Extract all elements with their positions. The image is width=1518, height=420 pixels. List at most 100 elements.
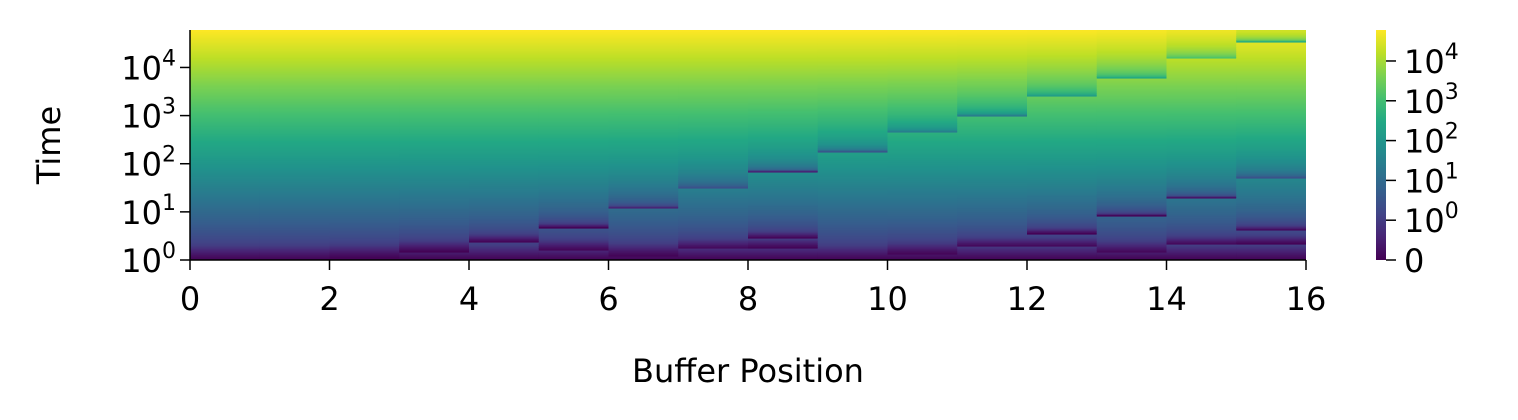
heatmap-cell [817, 118, 889, 121]
heatmap-cell [957, 170, 1028, 173]
heatmap-cell [678, 122, 749, 125]
heatmap-cell [329, 222, 400, 225]
heatmap-cell [678, 120, 749, 123]
heatmap-cell [957, 104, 1028, 107]
heatmap-cell [190, 156, 261, 159]
heatmap-cell [1166, 176, 1237, 179]
heatmap-cell [957, 138, 1028, 141]
colorbar-tick-label: 104 [1404, 40, 1459, 81]
heatmap-cell [817, 194, 889, 197]
heatmap-cell [1166, 124, 1237, 127]
heatmap-cell [190, 258, 261, 260]
heatmap-cell [817, 234, 889, 237]
heatmap-cell [399, 168, 470, 171]
heatmap-cell [538, 198, 610, 201]
heatmap-cell [608, 54, 679, 57]
heatmap-cell [329, 62, 400, 65]
heatmap-cell [259, 60, 331, 63]
heatmap-cell [1236, 72, 1306, 75]
heatmap-cell [1096, 100, 1168, 103]
heatmap-cell [678, 218, 749, 221]
heatmap-cell [817, 112, 889, 115]
heatmap-cell [887, 94, 958, 97]
heatmap-column [957, 30, 1028, 260]
heatmap-cell [817, 148, 889, 151]
heatmap-cell [678, 116, 749, 119]
heatmap-cell [678, 254, 749, 257]
heatmap-cell [399, 30, 470, 33]
heatmap-cell [817, 228, 889, 231]
heatmap-cell [1027, 50, 1098, 53]
heatmap-cell [817, 58, 889, 61]
heatmap-cell [1096, 134, 1168, 137]
heatmap-cell [259, 156, 331, 159]
heatmap-cell [329, 152, 400, 155]
heatmap-cell [1236, 214, 1306, 217]
heatmap-cell [1027, 96, 1098, 99]
heatmap-cell [1236, 56, 1306, 59]
heatmap-cell [1096, 146, 1168, 149]
heatmap-cell [1096, 212, 1168, 215]
heatmap-cell [1027, 122, 1098, 125]
heatmap-cell [1236, 64, 1306, 67]
heatmap-cell [817, 218, 889, 221]
heatmap-cell [1027, 128, 1098, 131]
heatmap-cell [399, 42, 470, 45]
heatmap-cell [329, 246, 400, 249]
heatmap-cell [748, 162, 819, 165]
heatmap-cell [538, 94, 610, 97]
heatmap-cell [329, 66, 400, 69]
heatmap-cell [190, 40, 261, 43]
heatmap-cell [817, 124, 889, 127]
heatmap-cell [1096, 88, 1168, 91]
heatmap-cell [469, 222, 540, 225]
heatmap-cell [1236, 34, 1306, 37]
heatmap-cell [1166, 190, 1237, 193]
heatmap-cell [1096, 102, 1168, 105]
heatmap-cell [1236, 50, 1306, 53]
heatmap-cell [329, 236, 400, 239]
heatmap-cell [1236, 200, 1306, 203]
heatmap-cell [817, 90, 889, 93]
heatmap-cell [1236, 244, 1306, 247]
heatmap-cell [608, 206, 679, 209]
heatmap-column [538, 30, 610, 260]
heatmap-cell [957, 244, 1028, 247]
heatmap-cell [538, 156, 610, 159]
heatmap-cell [887, 88, 958, 91]
heatmap-cell [329, 200, 400, 203]
heatmap-cell [538, 64, 610, 67]
heatmap-cell [608, 126, 679, 129]
heatmap-cell [538, 166, 610, 169]
heatmap-cell [748, 158, 819, 161]
heatmap-cell [608, 250, 679, 253]
heatmap-cell [887, 68, 958, 71]
heatmap-cell [957, 216, 1028, 219]
heatmap-cell [678, 74, 749, 77]
heatmap-cell [957, 186, 1028, 189]
heatmap-cell [887, 126, 958, 129]
heatmap-cell [887, 220, 958, 223]
heatmap-cell [1166, 148, 1237, 151]
heatmap-cell [887, 52, 958, 55]
heatmap-cell [887, 40, 958, 43]
heatmap-cell [190, 130, 261, 133]
heatmap-cell [399, 114, 470, 117]
heatmap-cell [1027, 184, 1098, 187]
heatmap-cell [957, 148, 1028, 151]
heatmap-cell [1166, 114, 1237, 117]
heatmap-cell [329, 214, 400, 217]
heatmap-cell [678, 240, 749, 243]
heatmap-cell [1236, 178, 1306, 181]
heatmap-cell [748, 72, 819, 75]
heatmap-cell [538, 154, 610, 157]
heatmap-cell [259, 66, 331, 69]
heatmap-cell [817, 92, 889, 95]
heatmap-cell [538, 226, 610, 229]
heatmap-cell [1027, 44, 1098, 47]
heatmap-cell [1027, 214, 1098, 217]
heatmap-cell [748, 108, 819, 111]
heatmap-cell [399, 116, 470, 119]
heatmap-cell [259, 214, 331, 217]
heatmap-cell [817, 96, 889, 99]
